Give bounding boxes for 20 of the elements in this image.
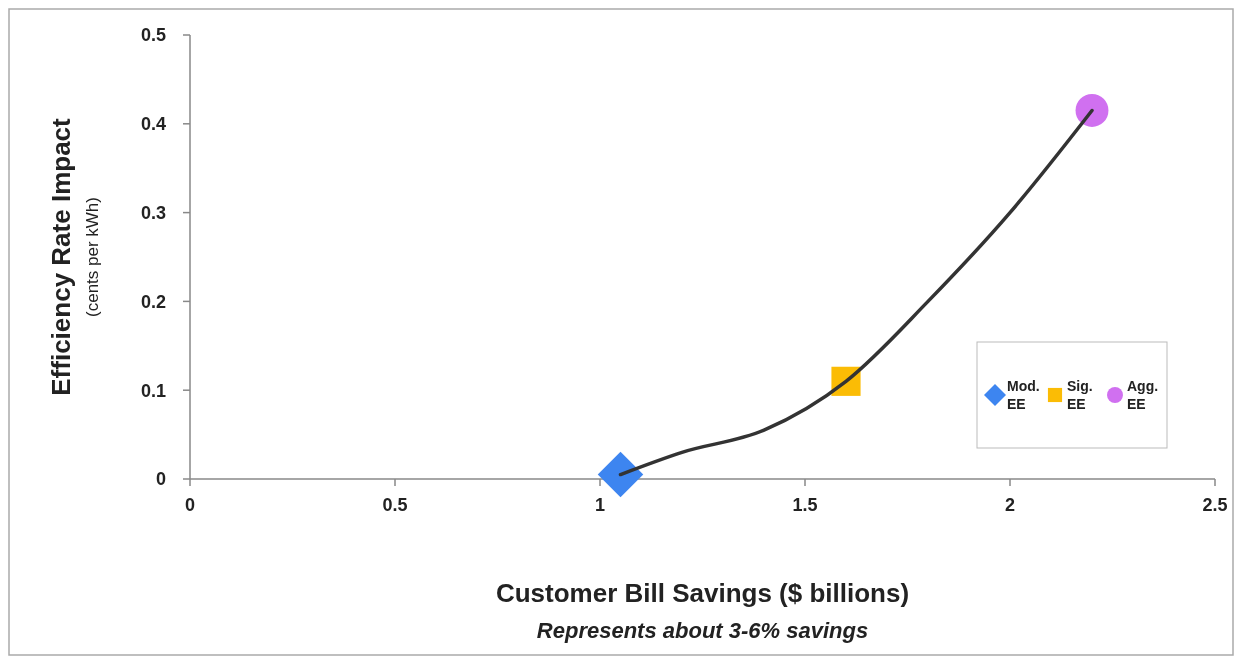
x-tick-label: 0	[184, 495, 196, 515]
y-tick-label: 0.2	[140, 291, 166, 312]
x-tick-label: 2	[1004, 495, 1016, 515]
y-tick-label: 0.1	[140, 380, 166, 401]
x-tick-label: 2.5	[1202, 495, 1228, 515]
point	[597, 451, 644, 498]
y-tick-label: 0.4	[140, 114, 166, 135]
y-tick-label: 0.5	[140, 25, 166, 46]
x-tick-label: 0.5	[382, 495, 408, 515]
y-tick-label: 0.3	[140, 202, 166, 223]
legend-label: Agg. EE	[1127, 378, 1159, 412]
x-tick-label: 1	[594, 495, 606, 515]
y-tick-label: 0	[155, 469, 166, 490]
point	[1075, 94, 1109, 127]
text: Represents about 3-6% savings	[536, 618, 869, 643]
legend-label: Mod. EE	[1007, 378, 1040, 412]
x-tick-label: 1.5	[792, 495, 818, 515]
legend-label: Sig. EE	[1067, 378, 1093, 412]
y-axis-title: Efficiency Rate Impact (cents per kWh)	[46, 117, 102, 396]
x-axis-title: Customer Bill Savings ($ billions)	[495, 578, 910, 608]
